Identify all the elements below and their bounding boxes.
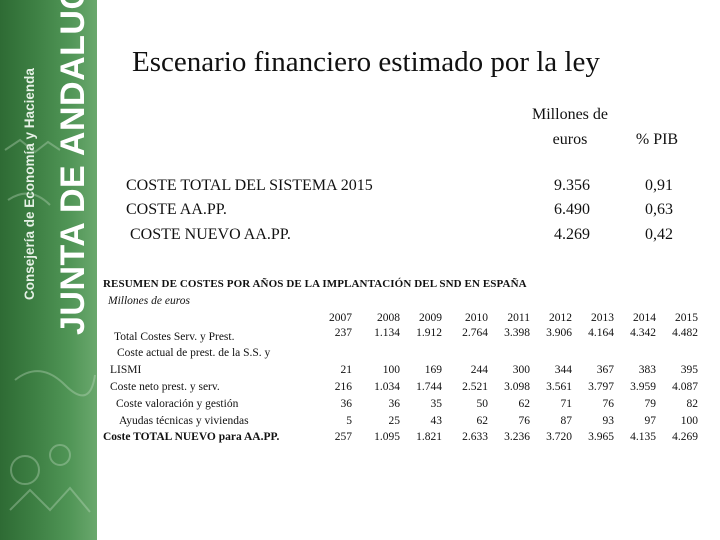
banner-ornament-icon bbox=[4, 138, 96, 513]
table-cell: 3.797 bbox=[588, 381, 614, 393]
banner-consejeria-text: Consejería de Economía y Hacienda bbox=[22, 68, 37, 300]
table-cell: 100 bbox=[680, 415, 698, 427]
table-cell: 87 bbox=[560, 415, 573, 427]
table-cell: 36 bbox=[340, 398, 353, 410]
year-header: 2015 bbox=[675, 312, 698, 324]
year-header: 2009 bbox=[419, 312, 442, 324]
table-cell: 237 bbox=[334, 327, 352, 339]
table-cell: 4.135 bbox=[630, 431, 656, 443]
summary-label-total: COSTE TOTAL DEL SISTEMA 2015 bbox=[126, 177, 373, 194]
table-cell: 36 bbox=[388, 398, 401, 410]
table-cell: 21 bbox=[340, 364, 353, 376]
table-cell: 257 bbox=[334, 431, 352, 443]
table-cell: 1.821 bbox=[416, 431, 442, 443]
table-row-label: Coste neto prest. y serv. bbox=[110, 381, 220, 393]
summary-pib-nuevo: 0,42 bbox=[645, 226, 673, 243]
table-cell: 1.912 bbox=[416, 327, 442, 339]
table-cell: 3.098 bbox=[504, 381, 530, 393]
year-header: 2010 bbox=[465, 312, 488, 324]
table-cell: 5 bbox=[346, 415, 352, 427]
table-cell: 169 bbox=[424, 364, 442, 376]
table-cell: 3.906 bbox=[546, 327, 572, 339]
table-cell: 76 bbox=[602, 398, 615, 410]
table-cell: 4.269 bbox=[672, 431, 698, 443]
table-cell: 2.764 bbox=[462, 327, 488, 339]
table-cell: 93 bbox=[602, 415, 615, 427]
table-cell: 79 bbox=[644, 398, 657, 410]
table-cell: 3.959 bbox=[630, 381, 656, 393]
summary-millones-total: 9.356 bbox=[554, 177, 590, 194]
year-header: 2014 bbox=[633, 312, 656, 324]
col-head-pib: % PIB bbox=[635, 131, 679, 148]
table-row-label: Coste TOTAL NUEVO para AA.PP. bbox=[103, 431, 280, 443]
table-cell: 4.164 bbox=[588, 327, 614, 339]
table-row-label: Coste actual de prest. de la S.S. y bbox=[117, 347, 271, 359]
summary-label-nuevo: COSTE NUEVO AA.PP. bbox=[130, 226, 291, 243]
col-head-millones-line1: Millones de bbox=[532, 106, 608, 123]
table-cell: 4.342 bbox=[630, 327, 656, 339]
table-cell: 1.744 bbox=[416, 381, 442, 393]
year-header: 2007 bbox=[329, 312, 352, 324]
table-cell: 100 bbox=[382, 364, 400, 376]
table-cell: 395 bbox=[680, 364, 698, 376]
table-cell: 50 bbox=[476, 398, 489, 410]
resumen-unit: Millones de euros bbox=[108, 295, 190, 307]
table-cell: 3.965 bbox=[588, 431, 614, 443]
table-cell: 82 bbox=[686, 398, 699, 410]
banner-junta-text: JUNTA DE ANDALUCIA bbox=[54, 0, 92, 335]
table-cell: 2.633 bbox=[462, 431, 488, 443]
table-cell: 43 bbox=[430, 415, 443, 427]
table-cell: 383 bbox=[638, 364, 656, 376]
summary-millones-aapp: 6.490 bbox=[554, 201, 590, 218]
summary-millones-nuevo: 4.269 bbox=[554, 226, 590, 243]
table-cell: 4.087 bbox=[672, 381, 698, 393]
table-cell: 62 bbox=[518, 398, 531, 410]
table-cell: 62 bbox=[476, 415, 489, 427]
table-cell: 1.034 bbox=[374, 381, 400, 393]
table-cell: 1.095 bbox=[374, 431, 400, 443]
table-cell: 25 bbox=[388, 415, 401, 427]
table-cell: 300 bbox=[512, 364, 530, 376]
table-cell: 2.521 bbox=[462, 381, 488, 393]
year-header: 2011 bbox=[507, 312, 530, 324]
table-cell: 76 bbox=[518, 415, 531, 427]
summary-pib-total: 0,91 bbox=[645, 177, 673, 194]
table-cell: 367 bbox=[596, 364, 614, 376]
col-head-millones: Millones de euros bbox=[520, 106, 620, 149]
table-row-label: Ayudas técnicas y viviendas bbox=[119, 415, 249, 427]
table-cell: 3.236 bbox=[504, 431, 530, 443]
table-cell: 1.134 bbox=[374, 327, 400, 339]
table-cell: 344 bbox=[554, 364, 572, 376]
side-banner: JUNTA DE ANDALUCIA Consejería de Economí… bbox=[0, 0, 97, 540]
year-header: 2008 bbox=[377, 312, 400, 324]
table-cell: 35 bbox=[430, 398, 443, 410]
table-cell: 97 bbox=[644, 415, 657, 427]
summary-pib-aapp: 0,63 bbox=[645, 201, 673, 218]
col-head-millones-line2: euros bbox=[552, 131, 588, 148]
table-cell: 3.561 bbox=[546, 381, 572, 393]
table-cell: 3.720 bbox=[546, 431, 572, 443]
summary-label-aapp: COSTE AA.PP. bbox=[126, 201, 227, 218]
page-title: Escenario financiero estimado por la ley bbox=[132, 46, 600, 78]
table-row-label: LISMI bbox=[110, 364, 142, 376]
year-header: 2012 bbox=[549, 312, 572, 324]
table-cell: 3.398 bbox=[504, 327, 530, 339]
year-header: 2013 bbox=[591, 312, 614, 324]
table-cell: 216 bbox=[334, 381, 352, 393]
table-cell: 4.482 bbox=[672, 327, 698, 339]
table-row-label: Coste valoración y gestión bbox=[116, 398, 239, 410]
table-cell: 244 bbox=[470, 364, 488, 376]
table-cell: 71 bbox=[560, 398, 573, 410]
resumen-heading: RESUMEN DE COSTES POR AÑOS DE LA IMPLANT… bbox=[103, 278, 527, 290]
table-row-label: Total Costes Serv. y Prest. bbox=[114, 331, 235, 343]
